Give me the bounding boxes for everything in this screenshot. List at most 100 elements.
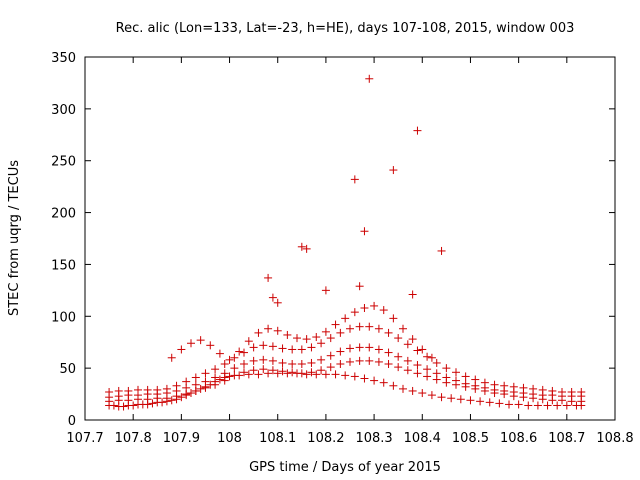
data-point <box>268 293 277 302</box>
data-point <box>346 357 354 366</box>
data-point <box>321 370 330 379</box>
data-point <box>244 337 253 346</box>
data-point <box>384 348 393 357</box>
y-tick-label: 250 <box>51 155 76 170</box>
data-point <box>264 369 273 378</box>
data-point <box>278 344 287 353</box>
data-point <box>437 246 446 255</box>
data-point <box>399 324 407 333</box>
data-point <box>384 328 393 337</box>
data-point <box>350 175 359 184</box>
data-point <box>355 343 364 352</box>
data-point <box>442 364 451 373</box>
data-point <box>297 345 306 354</box>
data-point <box>341 314 350 323</box>
data-point <box>456 395 465 404</box>
data-point <box>384 359 393 368</box>
y-axis-label: STEC from uqrg / TECUs <box>7 160 22 316</box>
data-point <box>182 377 191 386</box>
data-point <box>288 359 297 368</box>
x-tick-label: 108.2 <box>307 431 344 446</box>
data-point <box>374 357 383 366</box>
data-point <box>191 373 200 382</box>
data-point <box>211 365 220 374</box>
data-point <box>403 340 412 349</box>
data-point <box>143 385 152 394</box>
data-point <box>249 366 258 375</box>
data-point <box>109 401 118 410</box>
data-point <box>321 286 330 295</box>
data-point <box>394 352 403 361</box>
y-tick-label: 50 <box>59 362 76 377</box>
data-point <box>220 369 229 378</box>
data-point <box>533 401 542 410</box>
data-point <box>268 342 277 351</box>
data-point <box>288 368 297 377</box>
data-point <box>490 380 499 389</box>
data-point <box>389 166 398 175</box>
data-point <box>283 369 292 378</box>
data-point <box>355 356 364 365</box>
data-point <box>317 366 326 375</box>
data-point <box>302 370 311 379</box>
data-point <box>379 306 388 315</box>
data-point <box>437 393 446 402</box>
data-point <box>119 402 128 411</box>
data-point <box>423 365 432 374</box>
data-points <box>105 74 586 411</box>
x-tick-label: 108.8 <box>596 431 633 446</box>
data-point <box>577 387 586 396</box>
x-tick-label: 108.6 <box>500 431 537 446</box>
y-tick-label: 200 <box>51 207 76 222</box>
data-point <box>230 353 239 362</box>
x-tick-label: 108.7 <box>548 431 585 446</box>
data-point <box>413 369 422 378</box>
data-point <box>538 385 547 394</box>
data-point <box>230 371 239 380</box>
data-point <box>288 345 297 354</box>
data-point <box>196 384 205 393</box>
data-point <box>317 339 326 348</box>
x-axis: 107.7 107.8 107.9 108 108.1 108.2 108.3 108.4 10… <box>66 57 634 446</box>
data-point <box>307 368 316 377</box>
data-point <box>558 387 566 396</box>
data-point <box>105 387 114 396</box>
data-point <box>225 355 234 364</box>
data-point <box>553 401 562 410</box>
data-point <box>403 366 412 375</box>
plot-frame <box>84 56 616 421</box>
y-axis: 0 50 100 150 200 250 300 350 <box>51 51 615 429</box>
data-point <box>418 389 427 398</box>
data-point <box>273 298 282 307</box>
x-tick-label: 108.4 <box>404 431 441 446</box>
data-point <box>215 349 224 358</box>
data-point <box>427 353 436 362</box>
data-point <box>374 345 383 354</box>
data-point <box>321 327 330 336</box>
data-point <box>442 373 451 382</box>
data-point <box>220 376 229 385</box>
data-point <box>399 384 407 393</box>
data-point <box>427 391 436 400</box>
data-point <box>408 386 417 395</box>
chart-title: Rec. alic (Lon=133, Lat=-23, h=HE), days… <box>116 21 575 36</box>
data-point <box>365 343 374 352</box>
data-point <box>307 343 316 352</box>
data-point <box>240 359 248 368</box>
data-point <box>529 384 538 393</box>
data-point <box>297 359 306 368</box>
data-point <box>215 375 224 384</box>
data-point <box>495 399 504 408</box>
data-point <box>413 361 422 370</box>
data-point <box>264 324 273 333</box>
x-tick-label: 107.7 <box>66 431 103 446</box>
data-point <box>466 396 475 405</box>
data-point <box>365 356 374 365</box>
data-point <box>505 400 513 409</box>
y-tick-label: 300 <box>51 103 76 118</box>
y-tick-label: 150 <box>51 258 76 273</box>
y-tick-label: 350 <box>51 51 76 66</box>
data-point <box>264 273 273 282</box>
data-point <box>408 335 417 344</box>
data-point <box>485 398 494 407</box>
